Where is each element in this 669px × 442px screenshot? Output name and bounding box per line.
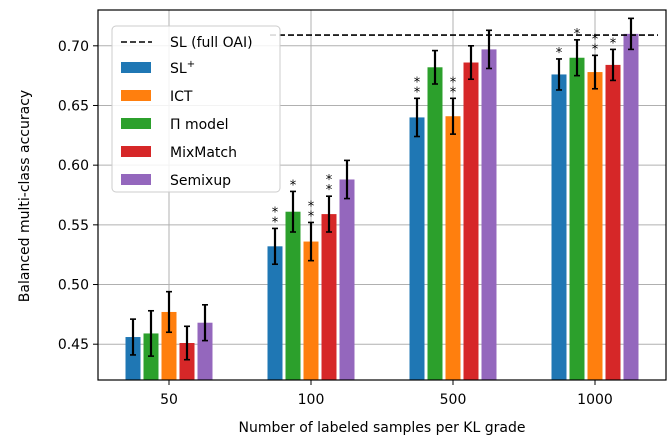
- axes: 0.45 0.50 0.55 0.60 0.65 0.70 50 100 500 1000: [58, 9, 667, 408]
- bar-mixmatch: [321, 214, 337, 380]
- significance-star: *: [272, 215, 279, 230]
- legend-swatch: [121, 118, 151, 129]
- bar-sl: [551, 74, 567, 381]
- legend-label: Semixup: [170, 173, 231, 189]
- bar-sl: [409, 117, 425, 380]
- significance-markers: ************* ** *: [272, 27, 617, 231]
- y-axis-label: Balanced multi-class accuracy: [17, 90, 33, 302]
- bar-ict: [587, 72, 603, 380]
- bar-ict: [161, 311, 177, 380]
- y-tick-label: 0.60: [58, 158, 89, 174]
- y-tick-label: 0.65: [58, 98, 89, 114]
- x-tick-label: 1000: [577, 392, 613, 408]
- significance-star: *: [308, 209, 315, 224]
- bar-ict: [445, 116, 461, 381]
- x-axis-label: Number of labeled samples per KL grade: [239, 420, 526, 436]
- significance-star: *: [326, 173, 333, 188]
- legend-swatch: [121, 174, 151, 185]
- x-tick-label: 50: [160, 392, 178, 408]
- bar-π-model: [427, 67, 443, 381]
- legend-swatch: [121, 146, 151, 157]
- bar-sl: [125, 337, 141, 380]
- significance-star: *: [592, 42, 599, 57]
- bar-semixup: [197, 322, 213, 380]
- y-tick-label: 0.70: [58, 39, 89, 55]
- x-tick-label: 100: [298, 392, 325, 408]
- significance-star: *: [414, 85, 421, 100]
- legend-label-superscript: +: [187, 59, 195, 70]
- bar-π-model: [285, 211, 301, 380]
- y-tick-label: 0.50: [58, 278, 89, 294]
- legend-label: Π model: [170, 117, 229, 133]
- bar-ict: [303, 241, 319, 380]
- plot-frame: [97, 9, 667, 381]
- legend-label: ICT: [170, 89, 193, 105]
- legend-swatch: [121, 90, 151, 101]
- significance-star: *: [272, 205, 279, 220]
- bar-π-model: [569, 57, 585, 380]
- bar-semixup: [339, 179, 355, 380]
- bar-mixmatch: [463, 62, 479, 381]
- bars: [125, 33, 639, 381]
- bar-semixup: [623, 33, 639, 380]
- significance-star: *: [574, 27, 581, 42]
- y-tick-label: 0.55: [58, 218, 89, 234]
- legend-label-reference: SL (full OAI): [170, 35, 253, 51]
- significance-star: *: [414, 75, 421, 90]
- legend-swatch: [121, 62, 151, 73]
- error-bars: [130, 17, 634, 361]
- significance-star: *: [290, 178, 297, 193]
- significance-star: *: [450, 85, 457, 100]
- bar-mixmatch: [179, 343, 195, 380]
- significance-star: *: [308, 199, 315, 214]
- x-tick-label: 500: [440, 392, 467, 408]
- bar-mixmatch: [605, 64, 621, 380]
- y-tick-label: 0.45: [58, 337, 89, 353]
- legend-box: [111, 25, 281, 193]
- significance-star: *: [556, 46, 563, 61]
- significance-star: *: [326, 183, 333, 198]
- significance-star: *: [592, 32, 599, 47]
- bar-sl: [267, 246, 283, 380]
- significance-star: *: [450, 75, 457, 90]
- bar-semixup: [481, 49, 497, 381]
- legend-label: MixMatch: [170, 145, 237, 161]
- significance-star: *: [610, 36, 617, 51]
